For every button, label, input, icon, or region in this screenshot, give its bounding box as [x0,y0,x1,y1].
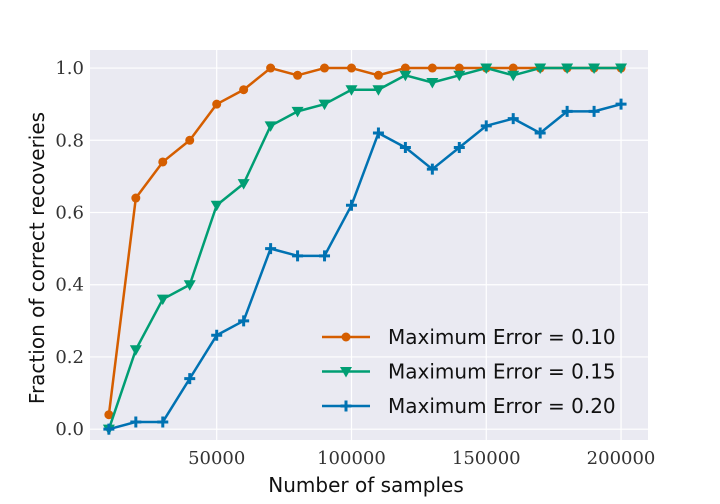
legend-entry: Maximum Error = 0.20 [322,394,616,418]
legend-label: Maximum Error = 0.15 [388,360,616,384]
series-line [107,66,622,430]
data-point [156,294,169,306]
data-point [561,105,573,117]
y-tick-label: 0.8 [55,130,84,151]
data-point [454,63,464,73]
legend-entry: Maximum Error = 0.10 [322,325,616,349]
data-point [131,193,141,203]
data-point [426,78,439,89]
y-tick-label: 0.6 [55,203,84,224]
legend-entry: Maximum Error = 0.15 [322,360,616,384]
y-tick-label: 1.0 [55,58,84,79]
legend-marker [340,367,352,378]
data-point [399,142,411,153]
data-point [212,99,222,109]
legend-marker [341,332,351,342]
data-point [291,106,304,118]
data-point [345,199,357,211]
y-tick-label: 0.2 [55,347,84,368]
x-tick-label: 50000 [188,448,245,469]
data-point [534,63,547,75]
series-line [108,102,622,431]
legend-label: Maximum Error = 0.20 [388,394,616,418]
data-point [373,70,383,80]
data-point [507,113,519,125]
data-point [264,121,277,132]
series-2 [102,63,628,436]
legend: Maximum Error = 0.10 Maximum Error = 0.15… [322,325,616,418]
data-point [237,179,250,190]
data-point [318,99,331,111]
data-point [480,120,492,132]
data-point [319,250,331,262]
data-point [103,423,115,435]
x-axis-label: Number of samples [268,473,463,497]
data-point [588,63,601,75]
data-point [104,410,114,420]
data-point [184,373,196,385]
data-point [185,135,195,145]
data-point [211,329,223,341]
data-point [210,200,223,212]
data-point [129,345,142,356]
data-point [399,70,412,82]
data-point [615,63,628,75]
data-point [320,63,330,73]
series-3 [103,98,627,435]
data-point [534,127,546,139]
x-tick-label: 100000 [317,448,386,469]
data-point [183,280,196,291]
legend-label: Maximum Error = 0.10 [388,325,616,349]
data-point [453,70,466,82]
data-point [158,157,168,167]
data-point [507,70,520,82]
x-tick-label: 150000 [452,448,521,469]
series-group [102,63,628,436]
data-point [400,63,410,73]
data-point [508,63,518,73]
data-point [265,243,277,255]
data-point [615,98,627,110]
data-point [346,63,356,73]
data-point [372,127,384,139]
data-point [345,85,358,96]
data-point [238,315,250,327]
data-point [293,70,303,80]
plot-area [90,50,648,440]
data-point [427,63,437,73]
data-point [239,85,249,95]
tick-labels: 50000 100000 150000 200000 0.0 0.2 0.4 0.6 0.8 1.… [55,58,655,469]
data-point [266,63,276,73]
data-point [588,105,600,117]
data-point [561,63,574,75]
data-point [292,250,304,262]
data-point [130,416,142,428]
data-point [480,63,493,75]
data-point [157,416,169,428]
data-point [426,163,438,175]
legend-marker [340,400,352,412]
data-point [453,142,465,153]
x-tick-label: 200000 [587,448,656,469]
data-point [372,85,385,96]
y-axis-label: Fraction of correct recoveries [25,112,49,404]
y-tick-label: 0.4 [55,275,84,296]
y-tick-label: 0.0 [55,419,84,440]
